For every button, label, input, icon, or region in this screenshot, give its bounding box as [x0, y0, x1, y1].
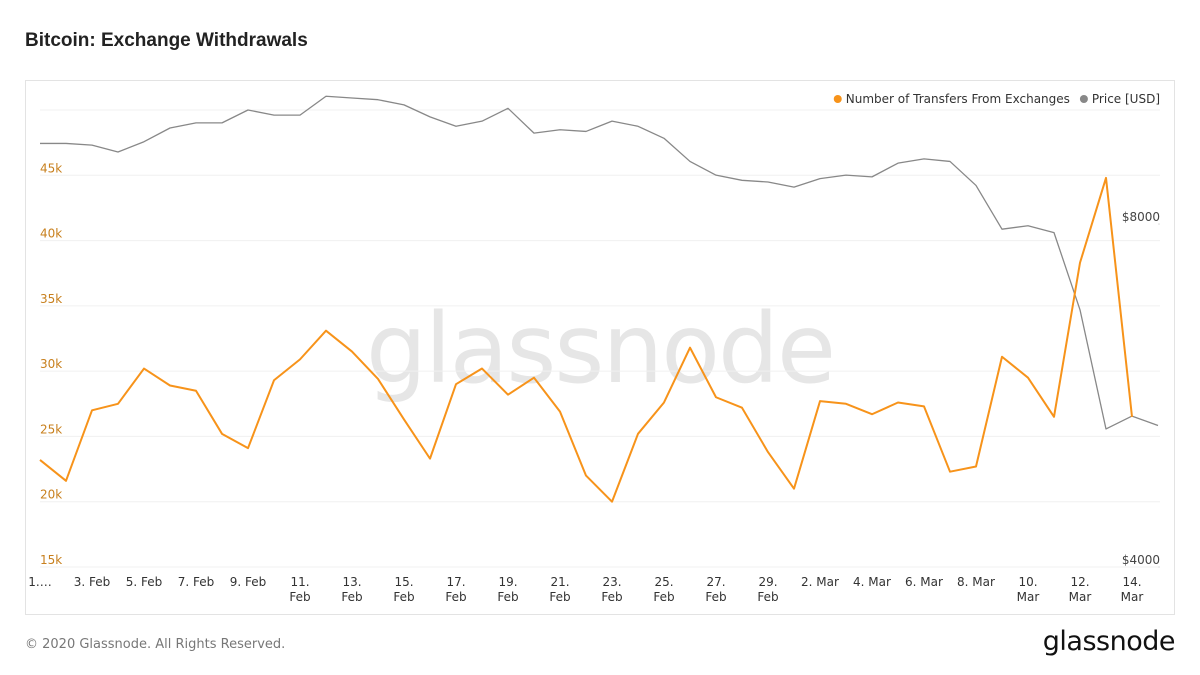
x-tick-label: 1.…	[28, 575, 52, 589]
x-tick-label: 7. Feb	[177, 575, 215, 589]
legend-marker	[1079, 95, 1088, 103]
x-tick-label: 6. Mar	[905, 575, 943, 589]
x-tick-label: 8. Mar	[957, 575, 995, 589]
x-tick-label: 10. Mar	[1016, 575, 1040, 604]
x-tick-label: 23. Feb	[601, 575, 623, 604]
y-tick-label: 15k	[40, 553, 62, 567]
x-tick-label: 14. Mar	[1120, 575, 1144, 604]
copyright: © 2020 Glassnode. All Rights Reserved.	[25, 637, 286, 652]
watermark: glassnode	[366, 293, 834, 405]
x-tick-label: 12. Mar	[1068, 575, 1092, 604]
x-tick-label: 17. Feb	[445, 575, 467, 604]
y2-tick-label: $4000	[1122, 553, 1160, 567]
legend-label: Price [USD]	[1092, 92, 1160, 106]
legend: Price [USD] Number of Transfers From Exch…	[833, 92, 1160, 106]
chart-frame	[25, 80, 1175, 615]
y-tick-label: 40k	[40, 227, 62, 241]
y2-tick-label: $8000	[1122, 210, 1160, 224]
x-tick-label: 27. Feb	[705, 575, 727, 604]
series-line	[40, 95, 1159, 430]
page-title: Bitcoin: Exchange Withdrawals	[25, 30, 308, 51]
y-tick-label: 30k	[40, 357, 62, 371]
x-tick-label: 29. Feb	[757, 575, 779, 604]
x-tick-label: 19. Feb	[497, 575, 519, 604]
x-tick-label: 13. Feb	[341, 575, 363, 604]
logo: glassnode	[1042, 626, 1176, 657]
x-tick-label: 15. Feb	[393, 575, 415, 604]
x-tick-label: 21. Feb	[549, 575, 571, 604]
y-tick-label: 35k	[40, 292, 62, 306]
x-tick-label: 2. Mar	[801, 575, 839, 589]
y-tick-label: 25k	[40, 422, 62, 436]
x-tick-label: 3. Feb	[73, 575, 111, 589]
x-tick-label: 9. Feb	[229, 575, 267, 589]
x-tick-label: 25. Feb	[653, 575, 675, 604]
y-tick-label: 45k	[40, 161, 62, 175]
series-line	[39, 176, 1133, 503]
y-tick-label: 20k	[40, 488, 62, 502]
x-tick-label: 4. Mar	[853, 575, 891, 589]
legend-marker	[833, 95, 842, 103]
x-tick-label: 11. Feb	[289, 575, 311, 604]
x-tick-label: 5. Feb	[125, 575, 163, 589]
legend-label: Number of Transfers From Exchanges	[846, 92, 1070, 106]
